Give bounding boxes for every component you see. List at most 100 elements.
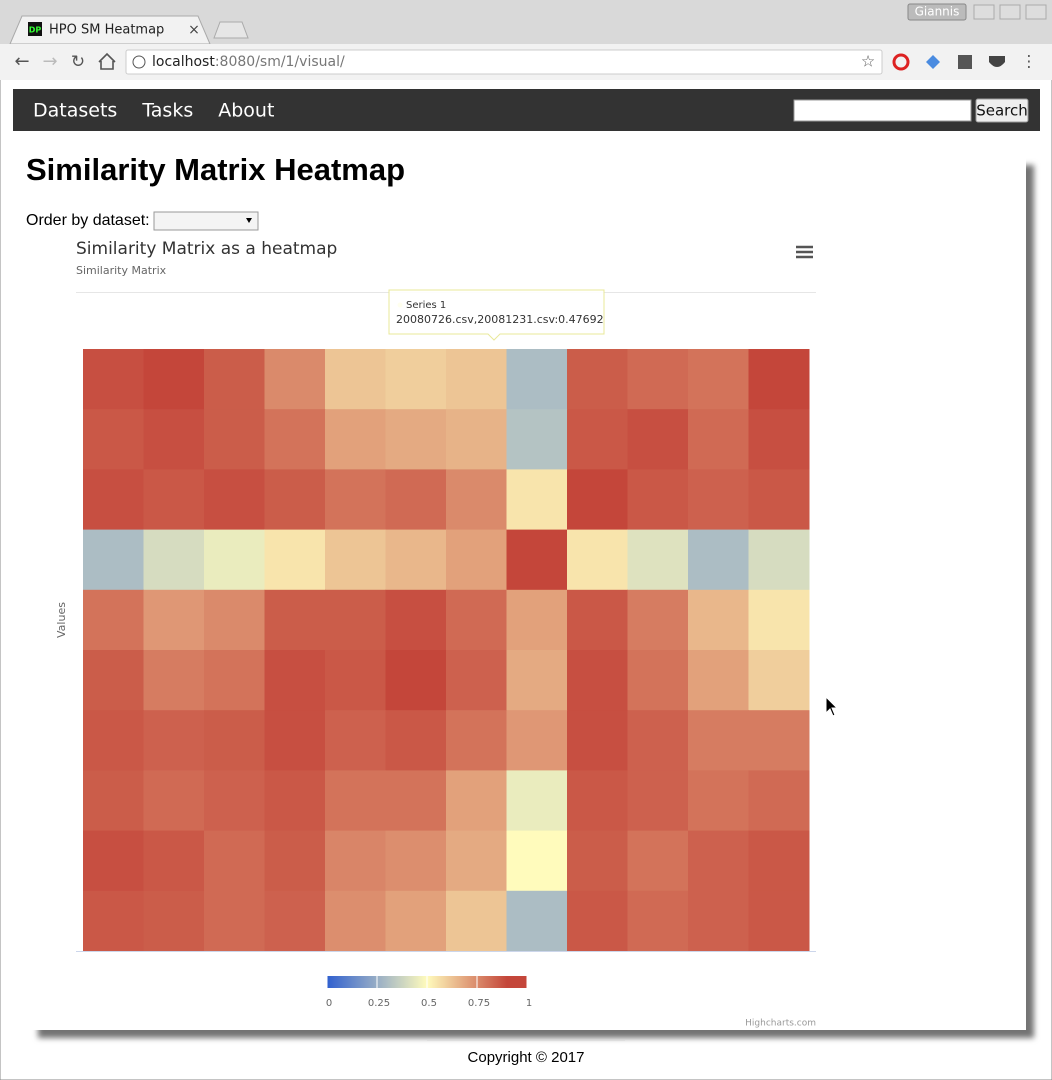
nav-link[interactable]: Tasks <box>141 100 193 122</box>
heatmap-cell <box>627 830 689 892</box>
heatmap-cell <box>264 529 326 591</box>
heatmap-cell <box>204 589 265 651</box>
nav-links: Datasets Tasks About <box>33 100 274 122</box>
address-bar[interactable] <box>125 49 883 75</box>
heatmap-cell <box>143 409 205 470</box>
heatmap-cell <box>143 830 205 892</box>
heatmap-cell <box>204 349 265 410</box>
heatmap-cell <box>627 409 689 470</box>
forward[interactable]: → <box>42 51 57 72</box>
heatmap-cell <box>506 349 568 410</box>
heatmap-cell <box>264 469 326 531</box>
address[interactable]: localhost:8080/sm/1/visual/ <box>152 54 345 70</box>
heatmap-cell <box>325 349 386 410</box>
minimize[interactable] <box>973 4 995 20</box>
heatmap-cell <box>264 830 326 892</box>
reload[interactable]: ↻ <box>71 52 85 72</box>
heatmap-cell <box>264 650 326 711</box>
back[interactable]: ← <box>14 51 29 72</box>
select-arrow <box>246 218 252 223</box>
nav-link[interactable]: About <box>218 100 274 122</box>
heatmap-cell <box>506 469 568 531</box>
heatmap-cell <box>567 890 628 952</box>
heatmap-cell <box>688 770 749 832</box>
search-button-label[interactable]: Search <box>976 102 1028 120</box>
favicon-text: DP <box>29 26 42 35</box>
heatmap-cell <box>748 469 810 531</box>
heatmap-cell <box>264 409 326 470</box>
heatmap-cell <box>83 409 144 470</box>
heatmap-cell <box>385 589 447 651</box>
heatmap-cell <box>688 710 749 771</box>
heatmap-cell <box>748 650 810 711</box>
new-tab[interactable] <box>213 21 249 39</box>
heatmap-cell <box>567 349 628 410</box>
nav-link[interactable]: Datasets <box>33 100 117 122</box>
heatmap-cell <box>567 529 628 591</box>
footer: Copyright © 2017 <box>468 1049 585 1066</box>
address-path: :8080/sm/1/visual/ <box>215 54 345 70</box>
heatmap-cell <box>446 830 507 892</box>
home[interactable] <box>98 52 116 70</box>
heatmap-cell <box>688 469 749 531</box>
heatmap-cell <box>446 890 507 952</box>
search-button[interactable] <box>975 98 1029 123</box>
heatmap-cell <box>506 650 568 711</box>
heatmap-cell <box>204 650 265 711</box>
info-icon[interactable] <box>132 55 146 69</box>
heatmap-cell <box>385 650 447 711</box>
close[interactable] <box>1025 4 1047 20</box>
tooltip-text: 20080726.csv,20081231.csv:0.47692 <box>396 313 604 326</box>
heatmap-cell <box>506 529 568 591</box>
order-label: Order by dataset: <box>26 212 150 229</box>
chart-subtitle: Similarity Matrix <box>76 264 167 277</box>
heatmap-cell <box>83 830 144 892</box>
heatmap-cell <box>385 409 447 470</box>
heatmap-cell <box>204 830 265 892</box>
user-name[interactable]: Giannis <box>915 5 960 19</box>
tab-title[interactable]: HPO SM Heatmap <box>49 23 164 38</box>
heatmap-cell <box>325 589 386 651</box>
heatmap-cell <box>204 770 265 832</box>
heatmap-cell <box>688 890 749 952</box>
heatmap-cell <box>385 529 447 591</box>
ext-opera[interactable] <box>892 53 910 71</box>
heatmap-cell <box>567 469 628 531</box>
heatmap-cell <box>325 830 386 892</box>
order-select[interactable] <box>153 211 259 231</box>
heatmap-cell <box>567 650 628 711</box>
ext-pocket[interactable] <box>989 56 1005 67</box>
heatmap-cell <box>83 770 144 832</box>
bookmark[interactable]: ☆ <box>861 52 875 71</box>
heatmap-cell <box>385 349 447 410</box>
ext-3[interactable] <box>958 55 972 69</box>
tooltip <box>388 289 605 341</box>
user-badge[interactable] <box>907 3 967 21</box>
credits[interactable]: Highcharts.com <box>745 1019 816 1029</box>
color-tick-label: 1 <box>526 998 532 1009</box>
heatmap-cell <box>748 830 810 892</box>
heatmap-cell <box>446 770 507 832</box>
heatmap-cell <box>627 650 689 711</box>
ext-2[interactable] <box>926 55 940 69</box>
heatmap-cell <box>325 409 386 470</box>
search-input[interactable] <box>793 99 972 122</box>
heatmap-cell <box>204 469 265 531</box>
maximize[interactable] <box>999 4 1021 20</box>
y-axis-title: Values <box>55 602 68 638</box>
chart-menu[interactable] <box>796 245 813 259</box>
heatmap-cell <box>143 890 205 952</box>
heatmap-cell <box>567 830 628 892</box>
heatmap-cell <box>688 409 749 470</box>
heatmap-cell <box>83 349 144 410</box>
heatmap-cell <box>688 529 749 591</box>
heatmap-cell <box>143 710 205 771</box>
heatmap-cell <box>446 409 507 470</box>
tab-close[interactable]: × <box>188 22 200 38</box>
color-tick-label: 0 <box>326 998 332 1009</box>
menu[interactable]: ⋮ <box>1021 52 1037 71</box>
heatmap <box>83 349 810 952</box>
heatmap-cell <box>385 710 447 771</box>
